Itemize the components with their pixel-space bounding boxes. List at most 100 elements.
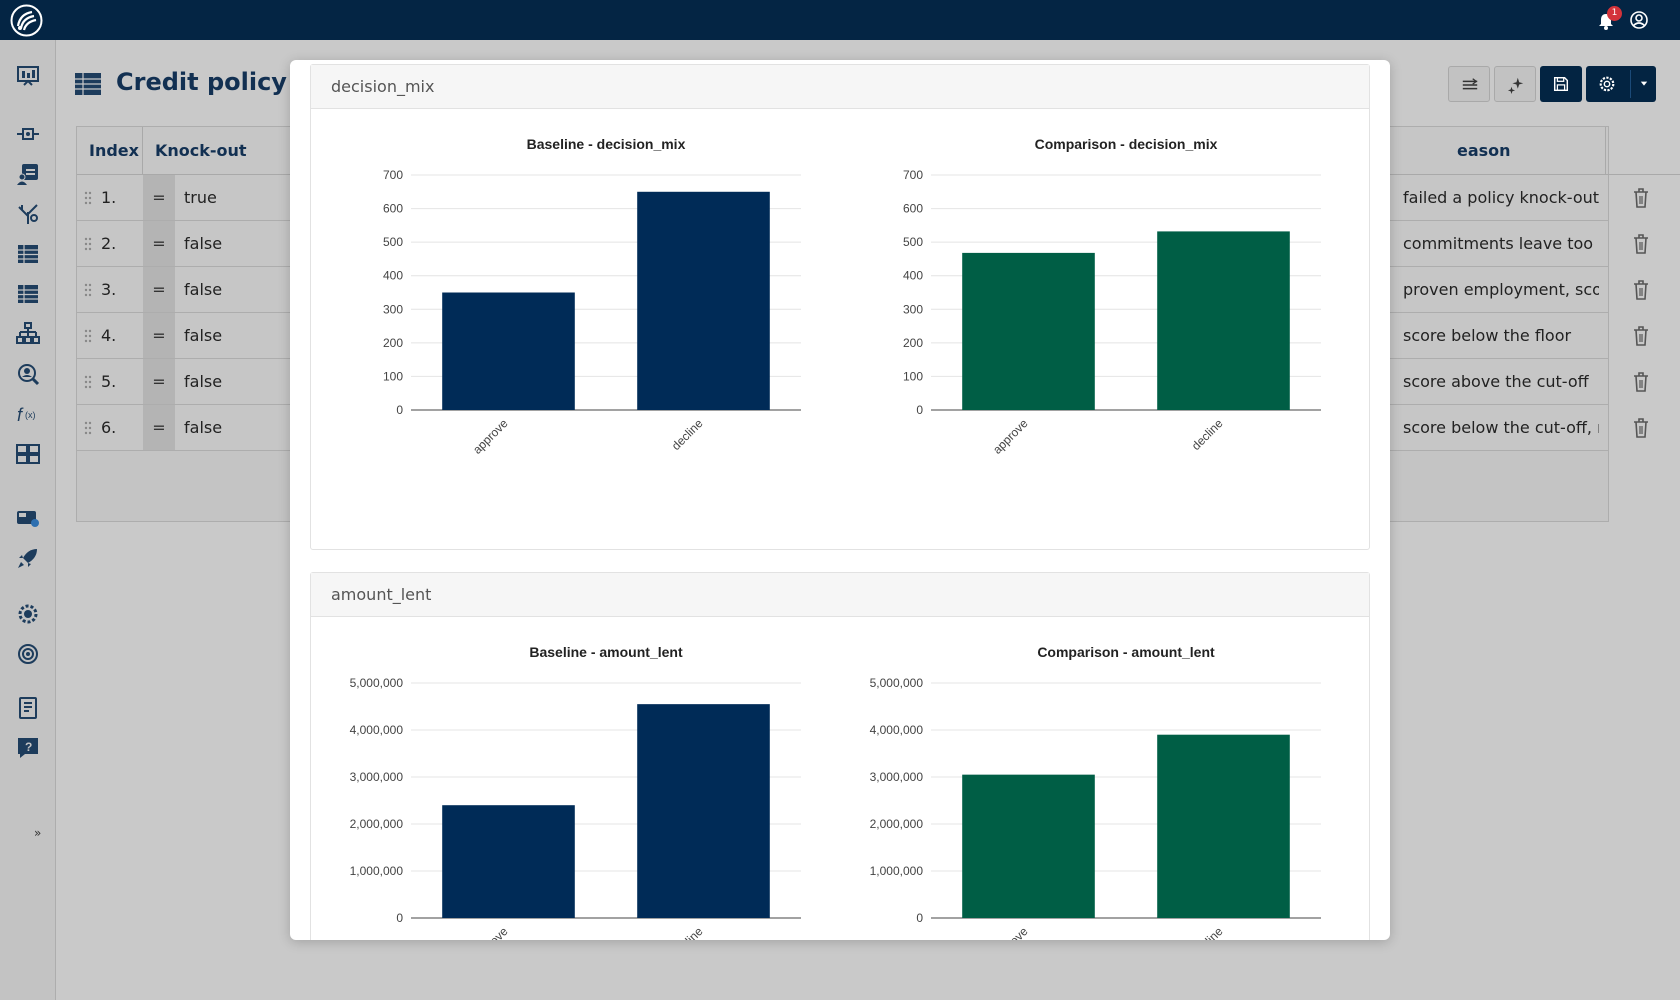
panel-header: amount_lent (311, 573, 1369, 617)
sparkle-button[interactable] (1494, 66, 1536, 102)
settings-gear-icon[interactable] (16, 602, 40, 626)
y-tick-label: 5,000,000 (870, 676, 924, 690)
panel-header: decision_mix (311, 65, 1369, 109)
drag-handle-icon[interactable] (84, 329, 92, 343)
row-knockout[interactable]: false (184, 234, 223, 253)
user-icon[interactable] (1629, 10, 1649, 30)
chart-panel-amount-lent: amount_lent Baseline - amount_lent 0 1,000… (310, 572, 1370, 940)
column-header-actions (1605, 127, 1608, 175)
x-tick-label: decline (1189, 416, 1226, 453)
filter-button[interactable] (1448, 66, 1490, 102)
y-tick-label: 600 (903, 202, 923, 216)
trash-icon[interactable] (1631, 187, 1651, 209)
sparkle-icon (1507, 77, 1524, 94)
row-operator[interactable]: = (143, 405, 175, 450)
x-tick-label: decline (669, 924, 706, 940)
profile-icon[interactable] (16, 162, 40, 186)
hierarchy-icon[interactable] (16, 322, 40, 346)
row-knockout[interactable]: false (184, 326, 223, 345)
row-knockout[interactable]: false (184, 418, 223, 437)
y-tick-label: 3,000,000 (350, 770, 404, 784)
x-tick-label: decline (1189, 924, 1226, 940)
column-header-knockout[interactable]: Knock-out (143, 127, 293, 175)
page-title: Credit policy (116, 68, 287, 96)
drag-handle-icon[interactable] (84, 421, 92, 435)
sidebar-expand-toggle[interactable]: » (34, 826, 42, 840)
table-icon[interactable] (16, 242, 40, 266)
x-tick-label: approve (470, 416, 511, 457)
table-icon (75, 73, 101, 95)
chart-comparison-decision-mix: Comparison - decision_mix 0 100 200 300 400 50… (903, 136, 1321, 457)
rocket-icon[interactable] (16, 546, 40, 570)
trash-icon[interactable] (1631, 417, 1651, 439)
flow-icon[interactable] (16, 122, 40, 146)
row-reason[interactable]: proven employment, score (1403, 280, 1599, 299)
drag-handle-icon[interactable] (84, 283, 92, 297)
chart-title: Comparison - decision_mix (1035, 136, 1218, 152)
save-icon (1553, 76, 1569, 92)
bar-approve (962, 252, 1095, 410)
row-reason[interactable]: score above the cut-off (1403, 372, 1589, 391)
y-tick-label: 0 (396, 911, 403, 925)
row-operator[interactable]: = (143, 175, 175, 220)
row-operator[interactable]: = (143, 313, 175, 358)
row-index: 1. (101, 188, 117, 207)
drag-handle-icon[interactable] (84, 191, 92, 205)
help-icon[interactable]: ? (16, 736, 40, 760)
row-reason[interactable]: score below the cut-off, no (1403, 418, 1599, 437)
y-tick-label: 100 (383, 369, 403, 383)
drag-handle-icon[interactable] (84, 237, 92, 251)
column-header-index[interactable]: Index (77, 127, 143, 175)
panel-title: amount_lent (331, 585, 432, 604)
row-operator[interactable]: = (143, 221, 175, 266)
y-tick-label: 5,000,000 (350, 676, 404, 690)
y-tick-label: 200 (903, 336, 923, 350)
function-icon[interactable]: f (x) (16, 402, 40, 426)
row-operator[interactable]: = (143, 359, 175, 404)
bar-approve (442, 805, 575, 918)
x-tick-label: approve (990, 416, 1031, 457)
y-tick-label: 500 (383, 235, 403, 249)
cog-icon[interactable] (16, 642, 40, 666)
column-header-reason[interactable]: eason (1457, 127, 1680, 175)
table-alt-icon[interactable] (16, 282, 40, 306)
row-operator[interactable]: = (143, 267, 175, 312)
chart-baseline-decision-mix: Baseline - decision_mix 0 100 200 300 400 500 6… (383, 136, 801, 457)
svg-text:?: ? (25, 740, 32, 754)
grid-icon[interactable] (16, 442, 40, 466)
chart-title: Baseline - amount_lent (529, 644, 683, 660)
bar-approve (442, 292, 575, 410)
bar-decline (1157, 231, 1290, 410)
panel-title: decision_mix (331, 77, 435, 96)
logo-icon[interactable] (10, 4, 43, 37)
chart-modal: – × decision_mix Baseline - decision_mix… (290, 60, 1390, 940)
row-reason[interactable]: failed a policy knock-out (1403, 188, 1599, 207)
gear-icon (1599, 76, 1615, 92)
row-reason[interactable]: score below the floor (1403, 326, 1572, 345)
row-reason[interactable]: commitments leave too litt (1403, 234, 1599, 253)
trash-icon[interactable] (1631, 371, 1651, 393)
y-tick-label: 300 (383, 302, 403, 316)
y-tick-label: 0 (396, 403, 403, 417)
tree-icon[interactable] (16, 202, 40, 226)
svg-text:f: f (17, 405, 24, 425)
notification-badge: 1 (1607, 6, 1622, 21)
bar-decline (1157, 734, 1290, 918)
trash-icon[interactable] (1631, 233, 1651, 255)
search-person-icon[interactable] (16, 362, 40, 386)
trash-icon[interactable] (1631, 279, 1651, 301)
trash-icon[interactable] (1631, 325, 1651, 347)
row-knockout[interactable]: false (184, 372, 223, 391)
row-index: 4. (101, 326, 117, 345)
row-knockout[interactable]: false (184, 280, 223, 299)
row-knockout[interactable]: true (184, 188, 217, 207)
sidebar: f (x) ? » (0, 40, 56, 1000)
document-icon[interactable] (16, 696, 40, 720)
settings-dropdown-button[interactable] (1586, 66, 1656, 102)
y-tick-label: 4,000,000 (350, 723, 404, 737)
bus-icon[interactable] (16, 506, 40, 530)
drag-handle-icon[interactable] (84, 375, 92, 389)
y-tick-label: 1,000,000 (870, 864, 924, 878)
save-button[interactable] (1540, 66, 1582, 102)
dashboard-icon[interactable] (16, 64, 40, 88)
